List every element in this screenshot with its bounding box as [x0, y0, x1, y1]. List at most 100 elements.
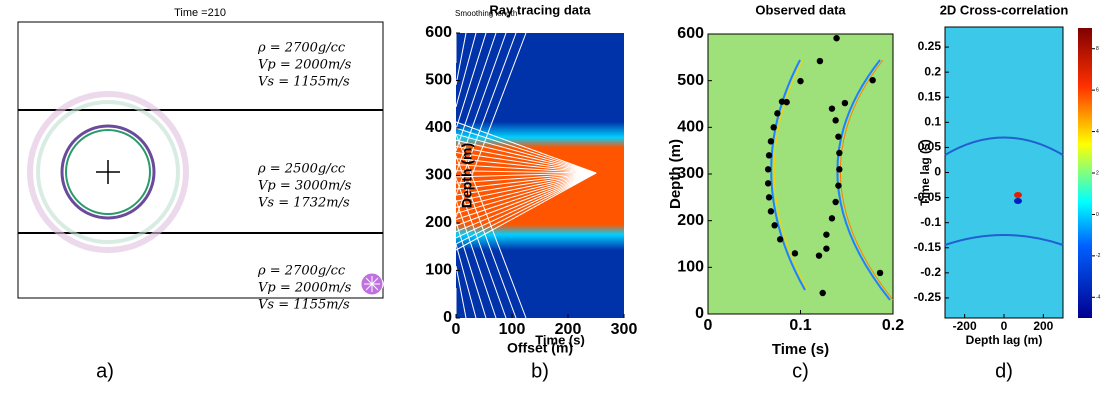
- layer-property: ρ = 2500g/cc: [257, 162, 346, 177]
- ray: [455, 32, 487, 130]
- y-tick-label: 200: [677, 212, 704, 229]
- ray: [455, 172, 597, 184]
- y-tick-label: 0: [443, 309, 452, 326]
- panel-label: a): [96, 360, 114, 382]
- pick-point: [767, 208, 775, 215]
- ray: [455, 172, 597, 190]
- pick-point: [841, 99, 849, 107]
- x-tick-label: 0: [452, 321, 461, 338]
- panel-subtitle: Smoothing length: [455, 9, 517, 18]
- correlation-peak: [1014, 192, 1022, 198]
- x-tick-label: 0: [704, 317, 713, 334]
- wavefield: [770, 59, 806, 291]
- colorbar-tick-label: 0: [1096, 212, 1099, 218]
- y-tick-label: -0.15: [914, 240, 942, 254]
- ray: [455, 199, 497, 319]
- panel-title: Ray tracing data: [489, 2, 591, 17]
- layer-property: Vs = 1155m/s: [258, 75, 350, 90]
- pick-point: [832, 117, 839, 124]
- pick-point: [876, 269, 884, 277]
- pick-point: [791, 250, 799, 257]
- panel-title: Time =210: [174, 7, 226, 19]
- pick-point: [816, 57, 824, 65]
- pick-point: [776, 236, 784, 243]
- ray: [455, 177, 507, 319]
- ray: [455, 243, 477, 319]
- ray: [455, 172, 597, 196]
- wavefield: [836, 59, 891, 301]
- pick-point: [823, 245, 830, 252]
- y-tick-label: -0.2: [920, 265, 941, 279]
- y-tick-label: 400: [425, 119, 452, 136]
- colorbar-tick-label: 2: [1096, 170, 1099, 176]
- plot-area: [707, 33, 894, 315]
- panel-label: d): [995, 360, 1013, 382]
- ray: [455, 32, 507, 174]
- correlation-trough: [1014, 198, 1022, 204]
- plot-frame: [17, 21, 384, 299]
- source: [96, 160, 120, 184]
- colorbar-tick-label: -2: [1096, 253, 1101, 259]
- x-axis-title: Time (s): [535, 332, 585, 347]
- ray: [455, 32, 467, 86]
- wavefield: [839, 59, 894, 301]
- ray: [455, 145, 597, 174]
- y-tick-label: 0.15: [918, 89, 942, 103]
- panel-d: [944, 26, 1092, 319]
- ray: [455, 32, 517, 196]
- pick-point: [836, 149, 843, 157]
- panel-title: Observed data: [755, 2, 846, 17]
- ray: [455, 127, 597, 174]
- wavefront: [65, 129, 151, 215]
- x-tick-label: 200: [555, 321, 582, 338]
- pick-point: [836, 166, 843, 173]
- pick-point: [767, 138, 775, 145]
- y-tick-label: 300: [425, 167, 452, 184]
- ray: [455, 172, 597, 227]
- ray: [455, 172, 597, 214]
- compass: [364, 276, 380, 292]
- ray: [455, 121, 597, 174]
- x-tick-label: 0.2: [882, 317, 904, 334]
- x-tick-label: 0: [1001, 319, 1008, 333]
- ray: [455, 155, 517, 319]
- panel-c: [707, 33, 894, 315]
- pick-point: [823, 231, 830, 238]
- wavefront: [36, 100, 180, 244]
- layer-property: ρ = 2700g/cc: [257, 264, 346, 279]
- y-tick-label: 100: [677, 259, 704, 276]
- pick-point: [835, 182, 842, 189]
- ray: [455, 172, 597, 178]
- y-tick-label: 0: [934, 165, 941, 179]
- ray: [455, 265, 467, 319]
- x-axis-title: Offset (m): [507, 340, 573, 356]
- y-tick-label: 0.05: [918, 140, 942, 154]
- y-tick-label: 500: [677, 72, 704, 89]
- panel-title: 2D Cross-correlation: [940, 2, 1069, 17]
- layer-property: Vs = 1155m/s: [258, 298, 350, 313]
- ray: [455, 133, 527, 319]
- ray: [455, 172, 597, 251]
- y-tick-label: 300: [677, 165, 704, 182]
- wavefront: [27, 91, 189, 253]
- rays: [455, 32, 597, 319]
- layer-property: Vs = 1732m/s: [258, 196, 350, 211]
- pick-point: [764, 166, 772, 173]
- pick-point: [833, 35, 840, 42]
- x-tick-label: -200: [953, 319, 977, 333]
- pick-point: [819, 289, 826, 297]
- ray: [455, 139, 597, 174]
- x-tick-label: 100: [499, 321, 526, 338]
- pick-point: [778, 98, 786, 105]
- pick-point: [797, 77, 804, 85]
- pick-point: [828, 215, 836, 222]
- y-tick-label: -0.1: [920, 215, 941, 229]
- ray: [455, 221, 487, 319]
- ray: [455, 170, 597, 174]
- layer-property: ρ = 2700g/cc: [257, 41, 346, 56]
- wavefront: [60, 124, 156, 220]
- ray: [455, 164, 597, 174]
- layer-property: Vp = 2000m/s: [258, 58, 352, 73]
- ray: [455, 158, 597, 174]
